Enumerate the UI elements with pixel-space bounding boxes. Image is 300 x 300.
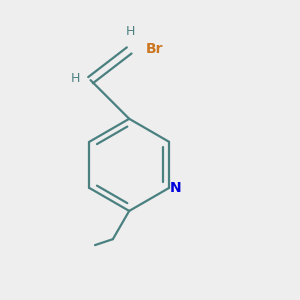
Text: H: H — [71, 72, 80, 85]
Text: Br: Br — [146, 42, 163, 56]
Text: N: N — [170, 181, 182, 195]
Text: H: H — [126, 25, 135, 38]
